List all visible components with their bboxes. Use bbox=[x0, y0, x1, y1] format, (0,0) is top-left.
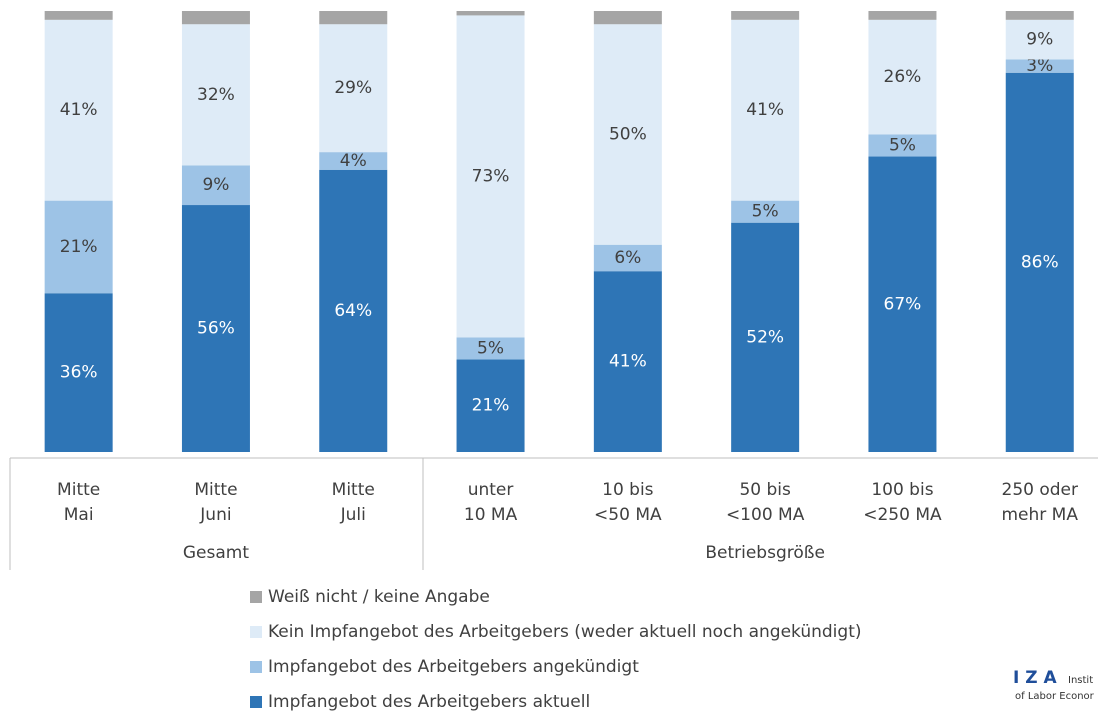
value-label: 86% bbox=[1021, 252, 1059, 272]
value-label: 73% bbox=[472, 166, 510, 186]
x-tick-label: <50 MA bbox=[594, 505, 662, 525]
legend-label: Kein Impfangebot des Arbeitgebers (weder… bbox=[268, 622, 862, 642]
value-label: 21% bbox=[472, 396, 510, 416]
bar-segment bbox=[181, 24, 250, 166]
x-tick-label: Mai bbox=[64, 505, 94, 525]
bar-segment bbox=[456, 359, 525, 452]
value-label: 36% bbox=[60, 363, 98, 383]
x-tick-label: 10 MA bbox=[464, 505, 518, 525]
value-label: 41% bbox=[60, 100, 98, 120]
value-label: 41% bbox=[746, 100, 784, 120]
legend-swatch bbox=[250, 626, 262, 638]
bar-segment bbox=[593, 244, 662, 272]
bar-segment bbox=[1005, 72, 1074, 453]
value-label: 50% bbox=[609, 124, 647, 144]
bar-segment bbox=[868, 19, 937, 135]
bar-segment bbox=[44, 200, 113, 294]
bar-segment bbox=[456, 337, 525, 360]
logo-text: of Labor Econor bbox=[1015, 691, 1095, 702]
bar-segment bbox=[319, 24, 388, 153]
bar-segment bbox=[456, 11, 525, 16]
value-label: 32% bbox=[197, 85, 235, 105]
bar-segment bbox=[1005, 59, 1074, 73]
value-label: 3% bbox=[1026, 56, 1053, 76]
bar-segment bbox=[456, 15, 525, 338]
x-tick-label: Juni bbox=[199, 505, 231, 525]
legend-label: Weiß nicht / keine Angabe bbox=[268, 587, 490, 607]
bar-segment bbox=[44, 19, 113, 201]
value-label: 64% bbox=[334, 301, 372, 321]
legend-swatch bbox=[250, 591, 262, 603]
bar-segment bbox=[868, 11, 937, 20]
value-label: 26% bbox=[884, 67, 922, 87]
value-label: 4% bbox=[340, 151, 367, 171]
x-tick-label: <250 MA bbox=[863, 505, 942, 525]
bar-segment bbox=[181, 205, 250, 452]
x-tick-label: Juli bbox=[340, 505, 366, 525]
group-label: Betriebsgröße bbox=[705, 543, 825, 563]
legend-swatch bbox=[250, 661, 262, 673]
value-label: 5% bbox=[752, 202, 779, 222]
logo-mark: I Z A bbox=[1013, 668, 1057, 688]
bar-segment bbox=[319, 152, 388, 170]
bar-segment bbox=[319, 11, 388, 25]
bar-segment bbox=[1005, 11, 1074, 20]
legend-label: Impfangebot des Arbeitgebers angekündigt bbox=[268, 657, 639, 677]
x-tick-label: unter bbox=[468, 480, 514, 500]
bar-segment bbox=[593, 11, 662, 25]
value-label: 67% bbox=[884, 294, 922, 314]
bar-segment bbox=[593, 271, 662, 452]
bar-segment bbox=[731, 11, 800, 20]
bar-segment bbox=[1005, 19, 1074, 60]
value-label: 5% bbox=[477, 338, 504, 358]
value-label: 52% bbox=[746, 327, 784, 347]
bar-segment bbox=[731, 19, 800, 201]
bar-segment bbox=[593, 24, 662, 245]
bar-segment bbox=[319, 169, 388, 452]
value-label: 21% bbox=[60, 237, 98, 257]
x-tick-label: Mitte bbox=[194, 480, 237, 500]
value-label: 41% bbox=[609, 352, 647, 372]
legend-label: Impfangebot des Arbeitgebers aktuell bbox=[268, 692, 590, 711]
value-label: 56% bbox=[197, 319, 235, 339]
value-label: 9% bbox=[1026, 30, 1053, 50]
x-tick-label: <100 MA bbox=[726, 505, 805, 525]
bar-segment bbox=[731, 200, 800, 223]
x-tick-label: 50 bis bbox=[739, 480, 791, 500]
bar-segment bbox=[731, 222, 800, 452]
x-tick-label: Mitte bbox=[332, 480, 375, 500]
x-tick-label: Mitte bbox=[57, 480, 100, 500]
bar-segment bbox=[181, 11, 250, 25]
value-label: 6% bbox=[614, 248, 641, 268]
x-tick-label: mehr MA bbox=[1002, 505, 1079, 525]
x-tick-label: 100 bis bbox=[871, 480, 933, 500]
bar-segment bbox=[868, 134, 937, 157]
value-label: 29% bbox=[334, 78, 372, 98]
legend-swatch bbox=[250, 696, 262, 708]
bar-segment bbox=[181, 165, 250, 206]
bar-segment bbox=[44, 11, 113, 20]
value-label: 5% bbox=[889, 136, 916, 156]
logo-text: Instit bbox=[1068, 675, 1093, 686]
x-tick-label: 250 oder bbox=[1002, 480, 1079, 500]
x-tick-label: 10 bis bbox=[602, 480, 654, 500]
bar-segment bbox=[868, 156, 937, 452]
value-label: 9% bbox=[202, 175, 229, 195]
bar-segment bbox=[44, 293, 113, 452]
group-label: Gesamt bbox=[183, 543, 249, 563]
